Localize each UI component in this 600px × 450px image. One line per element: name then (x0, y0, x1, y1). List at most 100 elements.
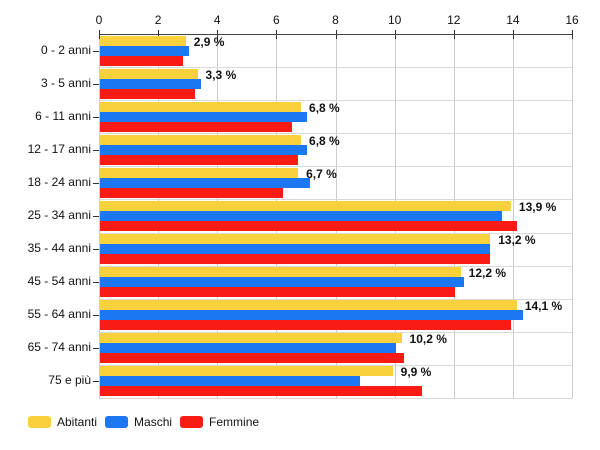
bar-abitanti (100, 35, 186, 46)
category-label: 6 - 11 anni (35, 108, 91, 123)
bar-abitanti (100, 200, 511, 211)
bar-femmine (100, 353, 405, 364)
value-label: 9,9 % (400, 365, 432, 380)
category-label: 65 - 74 anni (27, 340, 91, 355)
value-label: 3,3 % (205, 67, 237, 82)
horizontal-gridline (99, 364, 572, 366)
axis-tick-label: 10 (387, 13, 402, 27)
legend-label: Maschi (134, 415, 173, 429)
category-label: 3 - 5 anni (40, 75, 91, 90)
category-label: 0 - 2 anni (40, 42, 91, 57)
value-label: 6,8 % (309, 100, 340, 115)
bar-femmine (100, 320, 511, 331)
value-label: 6,7 % (306, 166, 337, 181)
value-label: 14,1 % (524, 299, 563, 314)
axis-tick-label: 16 (565, 13, 579, 27)
bar-femmine (100, 187, 284, 198)
vertical-gridline (512, 34, 514, 398)
horizontal-gridline (99, 133, 572, 135)
bar-abitanti (100, 267, 461, 278)
axis-tick-label: 4 (213, 13, 221, 27)
horizontal-gridline (99, 331, 572, 333)
horizontal-gridline (99, 166, 572, 168)
bar-femmine (100, 154, 299, 165)
axis-tick-label: 6 (273, 13, 280, 27)
axis-tick-label: 14 (506, 13, 520, 27)
chart-legend: Abitanti Maschi Femmine (28, 415, 259, 429)
bar-maschi (100, 277, 464, 288)
horizontal-gridline (99, 265, 572, 267)
category-label: 55 - 64 anni (27, 307, 91, 322)
legend-swatch-femmine (180, 416, 204, 428)
legend-label: Femmine (209, 415, 260, 429)
axis-tick-mark (572, 30, 573, 39)
bar-abitanti (100, 366, 393, 377)
legend-label: Abitanti (57, 415, 98, 429)
category-tick-mark (93, 182, 99, 184)
category-label: 12 - 17 anni (27, 141, 91, 156)
category-tick-mark (93, 315, 99, 317)
bar-maschi (100, 45, 189, 56)
category-label: 45 - 54 anni (27, 274, 91, 289)
category-label: 35 - 44 anni (27, 241, 91, 256)
horizontal-gridline (99, 67, 572, 69)
bar-femmine (100, 88, 195, 99)
bar-maschi (100, 111, 307, 122)
bar-abitanti (100, 167, 299, 178)
bar-maschi (100, 376, 361, 387)
bar-femmine (100, 121, 293, 132)
vertical-gridline (99, 34, 100, 398)
legend-swatch-abitanti (28, 416, 51, 428)
axis-tick-label: 8 (332, 13, 339, 27)
category-tick-mark (93, 348, 99, 350)
value-label: 12,2 % (468, 266, 507, 281)
bar-maschi (100, 177, 310, 188)
category-tick-mark (93, 116, 99, 118)
category-tick-mark (93, 216, 99, 217)
bar-abitanti (100, 234, 491, 245)
vertical-gridline (572, 34, 573, 398)
horizontal-gridline (99, 199, 572, 201)
bar-maschi (100, 310, 523, 321)
bar-maschi (100, 144, 307, 155)
bar-abitanti (100, 134, 302, 145)
legend-item-maschi: Maschi (105, 415, 172, 429)
bar-maschi (100, 343, 396, 354)
bar-maschi (100, 244, 491, 255)
category-tick-mark (93, 249, 99, 251)
category-label: 25 - 34 anni (27, 208, 91, 222)
value-label: 6,8 % (309, 133, 340, 148)
bar-maschi (100, 78, 201, 89)
x-axis-line (99, 34, 572, 35)
legend-item-femmine: Femmine (180, 415, 259, 429)
bar-femmine (100, 287, 455, 298)
horizontal-gridline (99, 232, 572, 234)
bar-femmine (100, 254, 491, 265)
axis-tick-label: 0 (95, 13, 103, 27)
category-tick-mark (93, 50, 99, 52)
bar-femmine (100, 55, 183, 66)
bar-femmine (100, 386, 423, 397)
category-tick-mark (93, 381, 99, 383)
value-label: 2,9 % (193, 34, 225, 49)
category-tick-mark (93, 149, 99, 151)
value-label: 13,9 % (518, 199, 557, 214)
category-label: 18 - 24 anni (27, 174, 91, 189)
bar-abitanti (100, 101, 302, 112)
horizontal-gridline (99, 298, 572, 300)
legend-swatch-maschi (105, 416, 129, 428)
axis-tick-label: 12 (447, 13, 461, 27)
bar-abitanti (100, 68, 198, 79)
bar-abitanti (100, 333, 402, 344)
legend-item-abitanti: Abitanti (28, 415, 97, 429)
category-tick-mark (93, 282, 99, 284)
axis-tick-label: 2 (154, 13, 162, 27)
horizontal-gridline (99, 398, 572, 399)
horizontal-gridline (99, 100, 572, 102)
bar-abitanti (100, 300, 517, 311)
bar-maschi (100, 210, 503, 221)
category-label: 75 e più (48, 373, 91, 388)
bar-femmine (100, 220, 517, 231)
value-label: 10,2 % (409, 332, 447, 347)
